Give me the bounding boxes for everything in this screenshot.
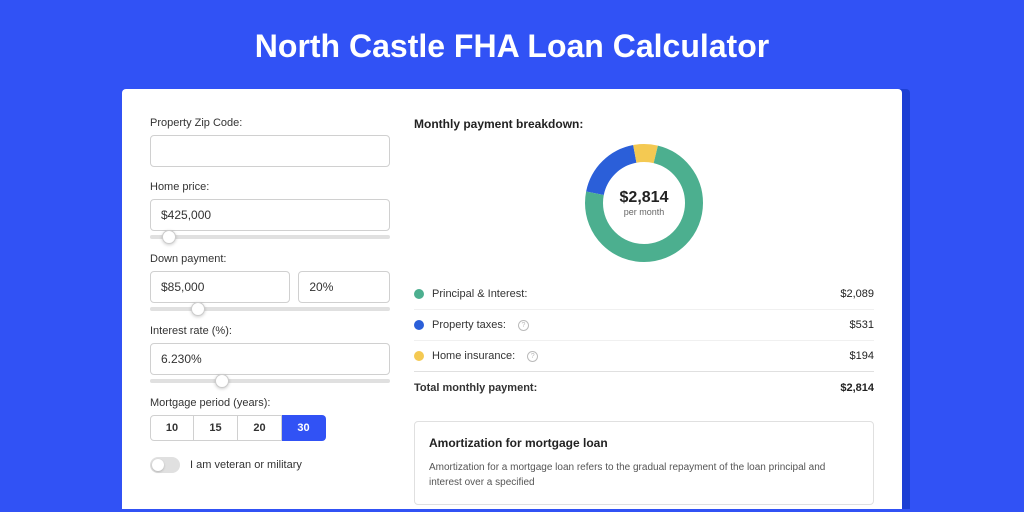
donut-amount: $2,814 (620, 189, 669, 207)
donut-chart-wrap: $2,814 per month (414, 143, 874, 263)
legend-dot (414, 289, 424, 299)
period-button-20[interactable]: 20 (238, 415, 282, 441)
period-button-30[interactable]: 30 (282, 415, 326, 441)
donut-sub: per month (620, 207, 669, 217)
calculator-card: Property Zip Code: Home price: Down paym… (122, 89, 902, 509)
period-group: Mortgage period (years): 10152030 (150, 397, 390, 441)
interest-slider[interactable] (150, 379, 390, 383)
down-payment-group: Down payment: (150, 253, 390, 311)
donut-chart: $2,814 per month (584, 143, 704, 263)
amortization-text: Amortization for a mortgage loan refers … (429, 460, 859, 490)
zip-label: Property Zip Code: (150, 117, 390, 129)
zip-field-group: Property Zip Code: (150, 117, 390, 167)
home-price-input[interactable] (150, 199, 390, 231)
home-price-slider-thumb[interactable] (162, 230, 176, 244)
down-payment-pct-input[interactable] (298, 271, 390, 303)
down-payment-slider-thumb[interactable] (191, 302, 205, 316)
zip-input[interactable] (150, 135, 390, 167)
interest-slider-thumb[interactable] (215, 374, 229, 388)
interest-group: Interest rate (%): (150, 325, 390, 383)
veteran-toggle-knob (152, 459, 164, 471)
legend-dot (414, 351, 424, 361)
legend-value: $2,089 (840, 288, 874, 300)
veteran-label: I am veteran or military (190, 459, 302, 471)
legend-row: Property taxes:? $531 (414, 309, 874, 340)
info-icon[interactable]: ? (527, 351, 538, 362)
legend-dot (414, 320, 424, 330)
legend-row: Principal & Interest: $2,089 (414, 279, 874, 309)
total-label: Total monthly payment: (414, 382, 537, 394)
legend-value: $531 (850, 319, 874, 331)
period-button-15[interactable]: 15 (194, 415, 238, 441)
legend-total-row: Total monthly payment: $2,814 (414, 371, 874, 403)
down-payment-label: Down payment: (150, 253, 390, 265)
veteran-toggle[interactable] (150, 457, 180, 473)
interest-input[interactable] (150, 343, 390, 375)
inputs-column: Property Zip Code: Home price: Down paym… (150, 117, 390, 509)
interest-label: Interest rate (%): (150, 325, 390, 337)
info-icon[interactable]: ? (518, 320, 529, 331)
breakdown-column: Monthly payment breakdown: $2,814 per mo… (414, 117, 874, 509)
down-payment-slider[interactable] (150, 307, 390, 311)
legend: Principal & Interest: $2,089 Property taxe… (414, 279, 874, 403)
period-button-10[interactable]: 10 (150, 415, 194, 441)
period-label: Mortgage period (years): (150, 397, 390, 409)
home-price-slider[interactable] (150, 235, 390, 239)
period-button-row: 10152030 (150, 415, 390, 441)
breakdown-title: Monthly payment breakdown: (414, 117, 874, 131)
legend-label: Principal & Interest: (432, 288, 527, 300)
page-title: North Castle FHA Loan Calculator (0, 0, 1024, 89)
legend-value: $194 (850, 350, 874, 362)
down-payment-amount-input[interactable] (150, 271, 290, 303)
home-price-group: Home price: (150, 181, 390, 239)
legend-label: Property taxes: (432, 319, 506, 331)
amortization-title: Amortization for mortgage loan (429, 436, 859, 450)
amortization-box: Amortization for mortgage loan Amortizat… (414, 421, 874, 505)
veteran-toggle-row: I am veteran or military (150, 457, 390, 473)
legend-label: Home insurance: (432, 350, 515, 362)
home-price-label: Home price: (150, 181, 390, 193)
donut-center: $2,814 per month (620, 189, 669, 217)
legend-row: Home insurance:? $194 (414, 340, 874, 371)
total-value: $2,814 (840, 382, 874, 394)
